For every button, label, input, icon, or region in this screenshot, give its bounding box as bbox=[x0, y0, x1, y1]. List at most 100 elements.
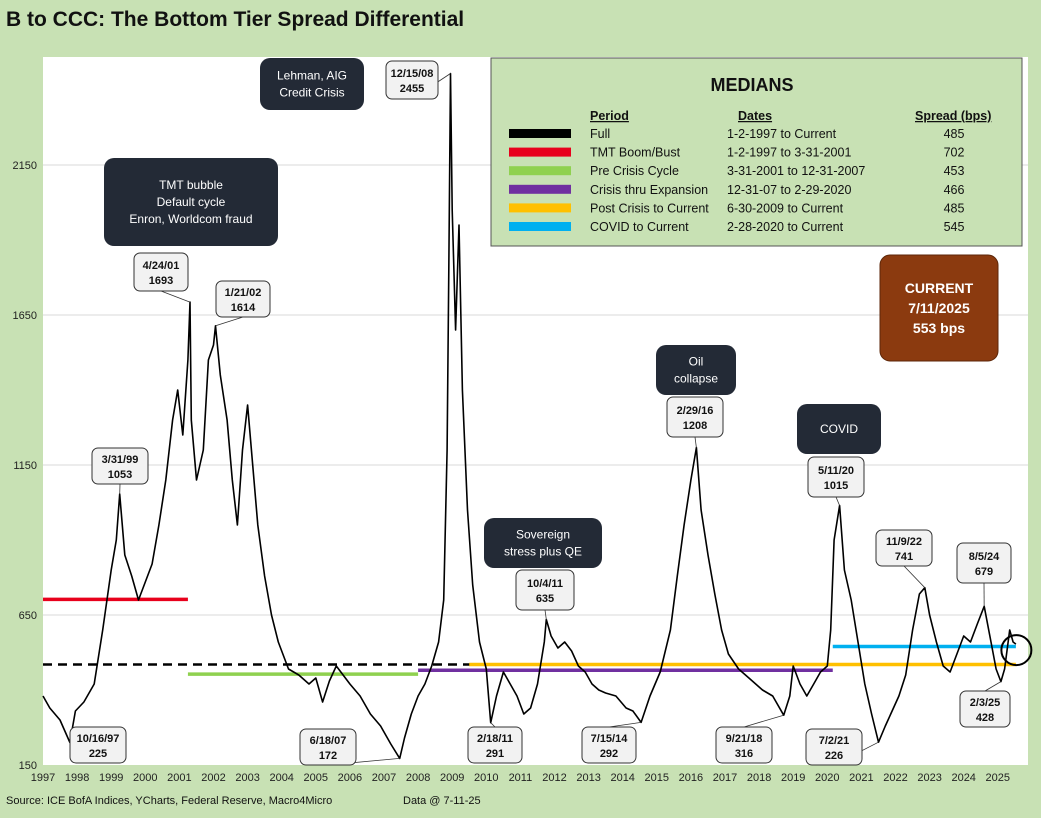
legend-spread: 466 bbox=[944, 183, 965, 197]
legend-swatch bbox=[509, 147, 571, 157]
point-label-date: 6/18/07 bbox=[310, 735, 347, 747]
x-tick-label: 2024 bbox=[951, 772, 975, 784]
legend-spread: 485 bbox=[944, 127, 965, 141]
point-label-box bbox=[385, 60, 439, 100]
point-label-value: 1693 bbox=[149, 275, 173, 287]
x-tick-label: 2016 bbox=[679, 772, 703, 784]
annotation-text: stress plus QE bbox=[504, 545, 582, 559]
legend-swatch bbox=[509, 184, 571, 194]
point-label-date: 7/2/21 bbox=[819, 735, 850, 747]
source-note: Source: ICE BofA Indices, YCharts, Feder… bbox=[6, 795, 332, 807]
point-label-value: 316 bbox=[735, 748, 753, 760]
label-leader bbox=[160, 290, 191, 303]
annotation-text: Default cycle bbox=[157, 195, 226, 209]
x-tick-label: 2013 bbox=[576, 772, 600, 784]
point-label-value: 635 bbox=[536, 593, 554, 605]
current-marker-circle bbox=[1000, 634, 1033, 667]
legend-dates: 1-2-1997 to Current bbox=[727, 127, 837, 141]
y-axis-ticks: 150 650 1150 1650 2150 bbox=[13, 160, 37, 772]
x-tick-label: 2011 bbox=[509, 772, 533, 784]
x-tick-label: 2018 bbox=[747, 772, 771, 784]
legend: MEDIANS Period Dates Spread (bps) Full 1-2-19… bbox=[490, 57, 1023, 247]
point-label-box bbox=[69, 726, 127, 764]
x-tick-label: 2020 bbox=[815, 772, 839, 784]
point-label-value: 292 bbox=[600, 748, 618, 760]
point-label-value: 1614 bbox=[231, 302, 256, 314]
label-leader bbox=[835, 496, 840, 506]
point-label-date: 7/15/14 bbox=[591, 733, 629, 745]
point-label-date: 10/16/97 bbox=[77, 733, 120, 745]
label-leader bbox=[608, 722, 642, 728]
y-tick-label: 2150 bbox=[13, 160, 37, 172]
x-tick-label: 2019 bbox=[781, 772, 805, 784]
point-label-box bbox=[215, 280, 271, 318]
point-label-date: 8/5/24 bbox=[969, 551, 1000, 563]
label-leader bbox=[984, 681, 1002, 692]
point-label-value: 172 bbox=[319, 750, 337, 762]
current-text: CURRENT bbox=[905, 280, 974, 296]
point-label-value: 679 bbox=[975, 566, 993, 578]
label-leader bbox=[903, 565, 926, 588]
x-tick-label: 2009 bbox=[440, 772, 464, 784]
label-leader bbox=[490, 722, 496, 728]
label-leader bbox=[743, 714, 784, 728]
annotation-box bbox=[104, 158, 278, 246]
legend-spread: 453 bbox=[944, 164, 965, 178]
point-label-box bbox=[581, 726, 637, 764]
point-label-date: 3/31/99 bbox=[102, 454, 139, 466]
point-label-value: 2455 bbox=[400, 83, 424, 95]
point-label-date: 2/29/16 bbox=[677, 405, 714, 417]
y-tick-label: 150 bbox=[19, 760, 37, 772]
legend-header-spread: Spread (bps) bbox=[915, 109, 991, 123]
x-tick-label: 2001 bbox=[167, 772, 191, 784]
x-tick-label: 2014 bbox=[610, 772, 634, 784]
legend-period: TMT Boom/Bust bbox=[590, 146, 681, 160]
spread-series-line bbox=[42, 72, 1017, 760]
legend-dates: 3-31-2001 to 12-31-2007 bbox=[727, 164, 865, 178]
legend-dates: 12-31-07 to 2-29-2020 bbox=[727, 183, 851, 197]
annotation-box bbox=[797, 404, 881, 454]
current-text: 553 bps bbox=[913, 320, 965, 336]
legend-header-dates: Dates bbox=[738, 109, 772, 123]
point-label-value: 225 bbox=[89, 748, 107, 760]
current-text: 7/11/2025 bbox=[908, 300, 970, 316]
legend-swatch bbox=[509, 166, 571, 176]
point-label-box bbox=[807, 456, 865, 498]
annotation-text: Sovereign bbox=[516, 528, 570, 542]
y-tick-label: 1150 bbox=[13, 460, 37, 472]
point-label-box bbox=[467, 726, 523, 764]
point-label-box bbox=[956, 542, 1012, 584]
annotation-text: Credit Crisis bbox=[279, 86, 344, 100]
point-label-box bbox=[299, 728, 357, 766]
legend-swatch bbox=[509, 203, 571, 213]
x-tick-label: 1997 bbox=[31, 772, 55, 784]
x-tick-label: 2007 bbox=[372, 772, 396, 784]
annotation-text: Enron, Worldcom fraud bbox=[129, 212, 252, 226]
label-leader bbox=[215, 316, 244, 327]
x-tick-label: 1999 bbox=[99, 772, 123, 784]
legend-period: COVID to Current bbox=[590, 220, 689, 234]
annotation-text: collapse bbox=[674, 372, 718, 386]
legend-period: Full bbox=[590, 127, 610, 141]
point-label-date: 4/24/01 bbox=[143, 260, 180, 272]
legend-swatch bbox=[509, 222, 571, 231]
point-label-date: 10/4/11 bbox=[527, 578, 563, 590]
x-tick-label: 2002 bbox=[201, 772, 225, 784]
point-labels: 10/16/97 225 3/31/99 1053 4/24/01 1693 1/21/02… bbox=[69, 60, 1012, 766]
point-label-box bbox=[805, 728, 863, 766]
data-date: Data @ 7-11-25 bbox=[403, 795, 481, 807]
point-label-value: 291 bbox=[486, 748, 504, 760]
x-tick-label: 2022 bbox=[883, 772, 907, 784]
x-tick-label: 2006 bbox=[338, 772, 362, 784]
median-lines bbox=[43, 597, 1016, 676]
legend-period: Post Crisis to Current bbox=[590, 201, 709, 215]
x-tick-label: 2023 bbox=[917, 772, 941, 784]
legend-spread: 545 bbox=[944, 220, 965, 234]
legend-title: MEDIANS bbox=[710, 75, 793, 95]
current-callout: CURRENT 7/11/2025 553 bps bbox=[879, 254, 1033, 667]
y-tick-label: 650 bbox=[19, 610, 37, 622]
x-tick-label: 2010 bbox=[474, 772, 498, 784]
chart-title: B to CCC: The Bottom Tier Spread Differe… bbox=[6, 8, 464, 31]
point-label-box bbox=[959, 690, 1011, 728]
